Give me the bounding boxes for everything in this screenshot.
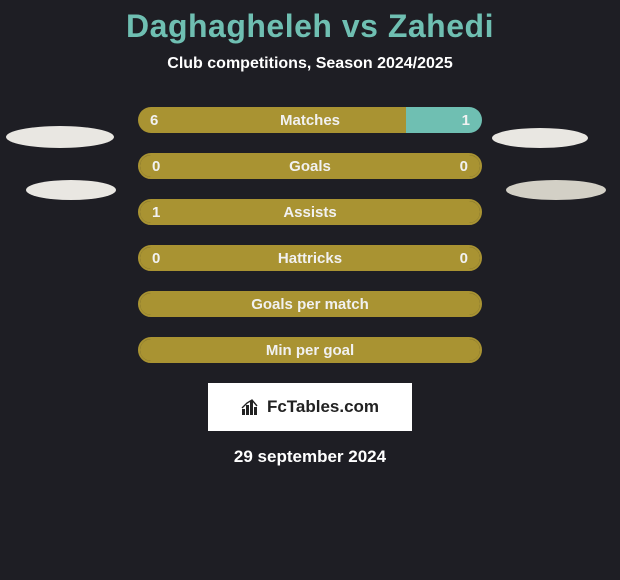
bar-track: 6 1 <box>138 107 482 133</box>
chart-icon <box>241 397 261 417</box>
subtitle: Club competitions, Season 2024/2025 <box>0 55 620 73</box>
bar-left-value: 1 <box>152 204 160 221</box>
title-player-right: Zahedi <box>388 8 494 44</box>
bar-track: 1 <box>138 199 482 225</box>
bar-left-value: 6 <box>150 112 158 129</box>
bar-row-goals: 00 0 Goals <box>0 153 620 179</box>
bar-left-segment: 00 <box>140 247 480 269</box>
bar-right-value-inline: 0 <box>460 158 468 175</box>
date-text: 29 september 2024 <box>0 447 620 467</box>
bar-row-assists: 1 Assists <box>0 199 620 225</box>
bar-left-value: 0 <box>152 250 160 267</box>
title-vs: vs <box>332 8 387 44</box>
bar-row-hattricks: 00 0 Hattricks <box>0 245 620 271</box>
title-player-left: Daghagheleh <box>126 8 332 44</box>
bar-left-value: 0 <box>152 158 160 175</box>
bar-right-segment: 1 <box>406 107 482 133</box>
bar-right-value: 1 <box>462 112 470 129</box>
bar-left-segment: 6 <box>138 107 406 133</box>
bar-row-min-per-goal: Min per goal <box>0 337 620 363</box>
bar-track <box>138 337 482 363</box>
bar-right-value-inline: 0 <box>460 250 468 267</box>
bar-row-matches: 6 1 Matches <box>0 107 620 133</box>
source-logo-text: FcTables.com <box>267 397 379 417</box>
bar-track <box>138 291 482 317</box>
bar-left-segment <box>140 293 480 315</box>
comparison-bars: 6 1 Matches 00 0 Goals 1 Assists 00 0 <box>0 107 620 363</box>
bar-track: 00 0 <box>138 153 482 179</box>
comparison-infographic: Daghagheleh vs Zahedi Club competitions,… <box>0 0 620 580</box>
source-logo: FcTables.com <box>208 383 412 431</box>
page-title: Daghagheleh vs Zahedi <box>0 0 620 45</box>
bar-left-segment <box>140 339 480 361</box>
bar-left-segment: 00 <box>140 155 480 177</box>
bar-track: 00 0 <box>138 245 482 271</box>
bar-left-segment: 1 <box>140 201 480 223</box>
bar-row-goals-per-match: Goals per match <box>0 291 620 317</box>
